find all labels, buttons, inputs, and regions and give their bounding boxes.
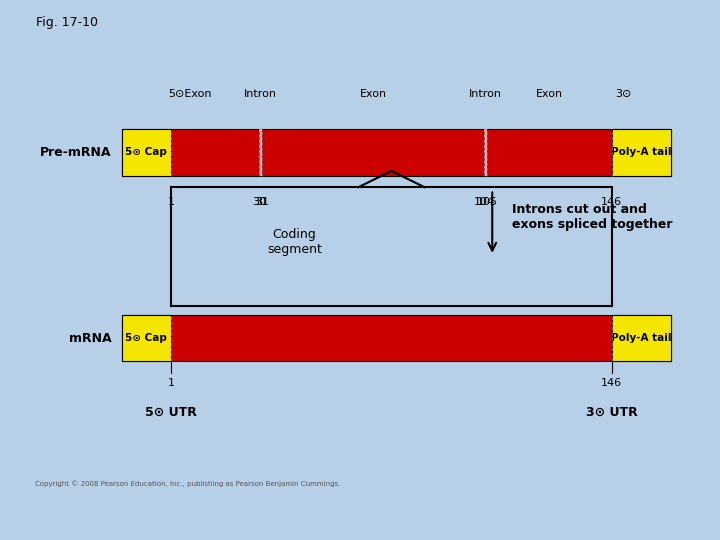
Bar [122, 315, 171, 361]
Text: Introns cut out and
exons spliced together: Introns cut out and exons spliced togeth… [512, 203, 672, 231]
Text: Coding
segment: Coding segment [267, 228, 322, 256]
Text: Intron: Intron [244, 89, 277, 99]
Text: Poly-A tail: Poly-A tail [611, 333, 672, 343]
Text: Exon: Exon [536, 89, 563, 99]
Text: Fig. 17-10: Fig. 17-10 [36, 16, 98, 29]
Bar [122, 129, 671, 176]
Text: 1: 1 [168, 197, 175, 206]
Text: Pre-mRNA: Pre-mRNA [40, 146, 112, 159]
Text: 3⊙: 3⊙ [615, 89, 631, 99]
Bar [484, 129, 487, 176]
Text: Copyright © 2008 Pearson Education, Inc., publishing as Pearson Benjamin Cumming: Copyright © 2008 Pearson Education, Inc.… [35, 480, 341, 487]
Text: 5⊙ UTR: 5⊙ UTR [145, 406, 197, 419]
Text: mRNA: mRNA [69, 332, 112, 345]
Text: 104: 104 [474, 197, 495, 206]
Text: 146: 146 [601, 197, 622, 206]
Bar [612, 315, 671, 361]
Text: Exon: Exon [360, 89, 387, 99]
Text: 31: 31 [256, 197, 269, 206]
Text: 3⊙ UTR: 3⊙ UTR [586, 406, 638, 419]
Bar [259, 129, 262, 176]
Bar [612, 129, 671, 176]
Text: 105: 105 [477, 197, 498, 206]
Text: 5⊙ Cap: 5⊙ Cap [125, 147, 167, 157]
Text: Intron: Intron [469, 89, 502, 99]
Text: 5⊙ Cap: 5⊙ Cap [125, 333, 167, 343]
Bar [122, 315, 671, 361]
Text: 146: 146 [601, 377, 622, 388]
Bar [122, 129, 171, 176]
Text: 30: 30 [252, 197, 266, 206]
Text: 1: 1 [168, 377, 175, 388]
Text: Poly-A tail: Poly-A tail [611, 147, 672, 157]
Text: 5⊙Exon: 5⊙Exon [168, 89, 212, 99]
